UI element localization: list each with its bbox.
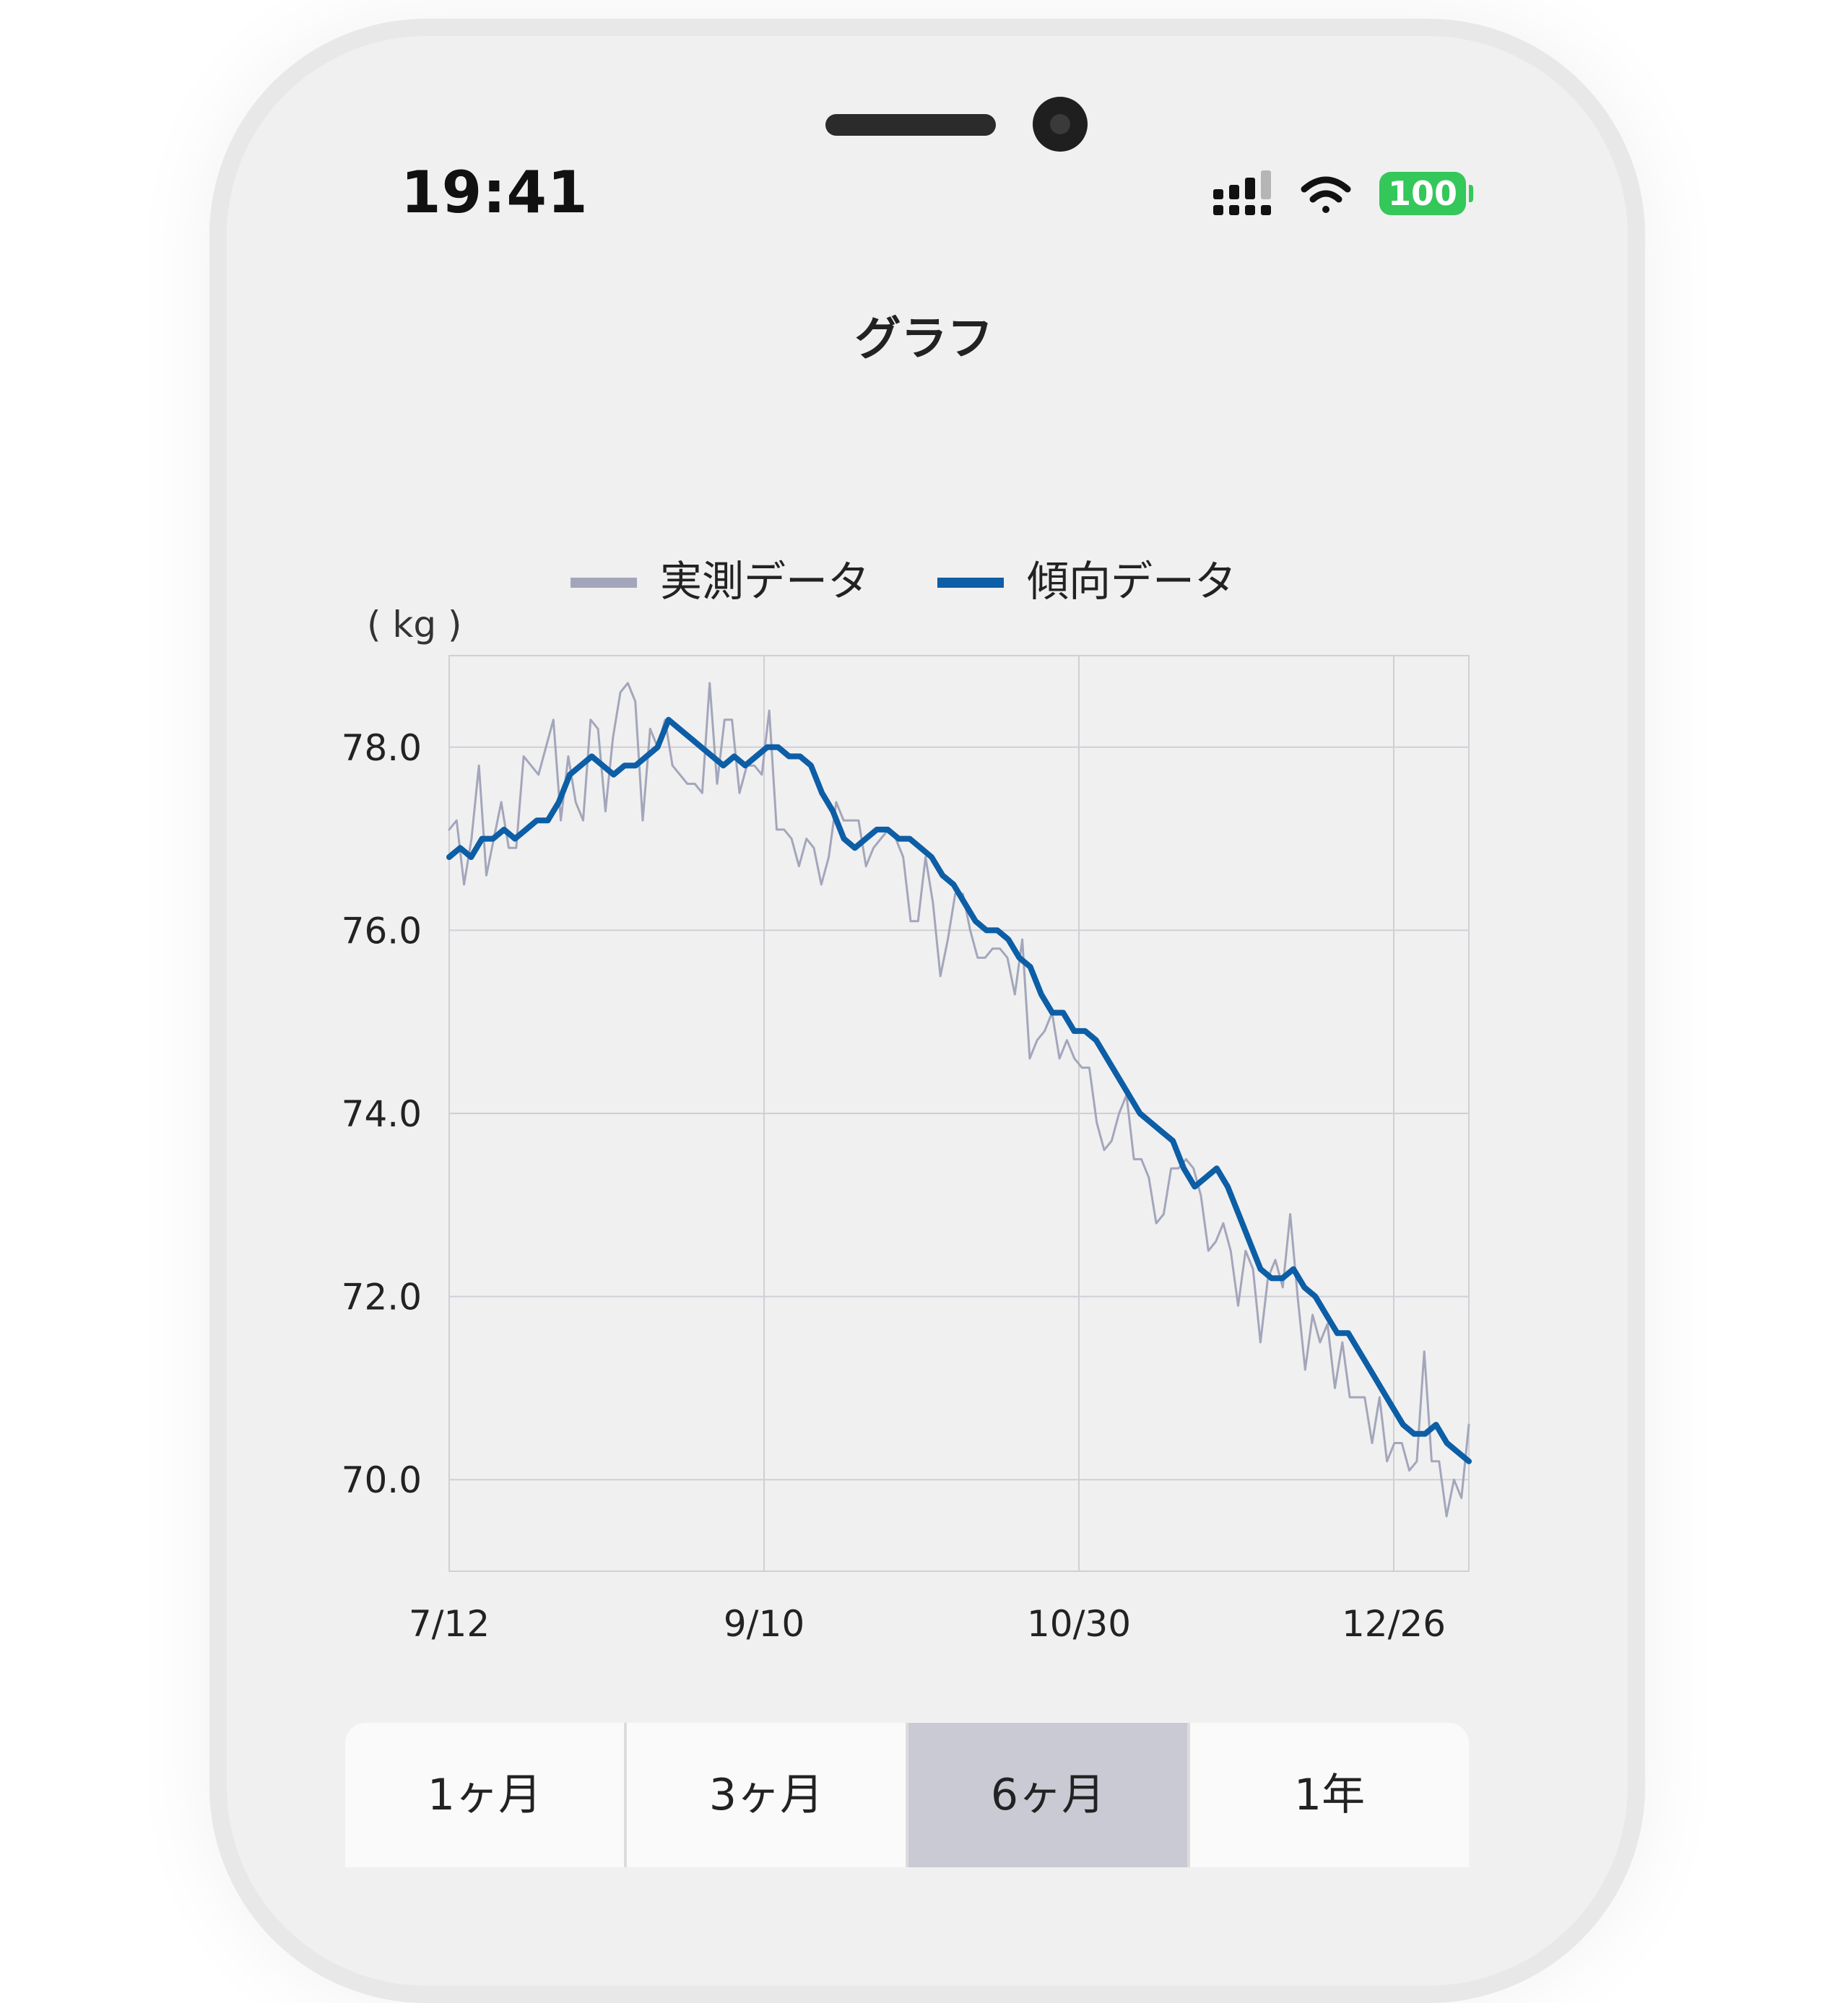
weight-chart: 70.0 72.0 74.0 76.0 78.0 7/12 9/10 10/30 12/26 — [342, 655, 1472, 1645]
status-time: 19:41 — [401, 159, 589, 226]
y-tick-label: 72.0 — [342, 1277, 422, 1318]
x-tick-label: 10/30 — [1027, 1603, 1131, 1645]
speaker-grille — [825, 114, 996, 136]
page-title: グラフ — [854, 313, 994, 366]
tab-1-year[interactable]: 1年 — [1187, 1723, 1469, 1867]
legend-label-trend: 傾向データ — [1027, 557, 1237, 606]
status-icons — [1213, 170, 1351, 215]
y-tick-label: 70.0 — [342, 1459, 422, 1501]
y-tick-label: 74.0 — [342, 1093, 422, 1135]
x-tick-label: 9/10 — [724, 1603, 804, 1645]
tab-6-months[interactable]: 6ヶ月 — [906, 1723, 1187, 1867]
y-tick-label: 76.0 — [342, 910, 422, 952]
x-tick-label: 12/26 — [1342, 1603, 1446, 1645]
legend-label-measured: 実測データ — [660, 557, 870, 606]
legend-swatch-trend — [937, 578, 1004, 588]
y-tick-label: 78.0 — [342, 727, 422, 769]
series-line-measured — [448, 682, 1470, 1518]
battery-indicator: 100 — [1379, 172, 1473, 215]
y-axis-unit-label: ( kg ) — [367, 604, 462, 646]
x-tick-label: 7/12 — [409, 1603, 490, 1645]
cellular-signal-icon — [1213, 170, 1271, 215]
front-camera — [1033, 97, 1088, 152]
series-line-trend — [446, 716, 1472, 1464]
tab-1-month[interactable]: 1ヶ月 — [427, 1770, 542, 1820]
legend-swatch-measured — [571, 578, 637, 588]
period-tabs: 1ヶ月 3ヶ月 6ヶ月 1年 — [345, 1723, 1469, 1867]
wifi-icon — [1301, 176, 1351, 213]
tab-3-months[interactable]: 3ヶ月 — [624, 1723, 906, 1867]
